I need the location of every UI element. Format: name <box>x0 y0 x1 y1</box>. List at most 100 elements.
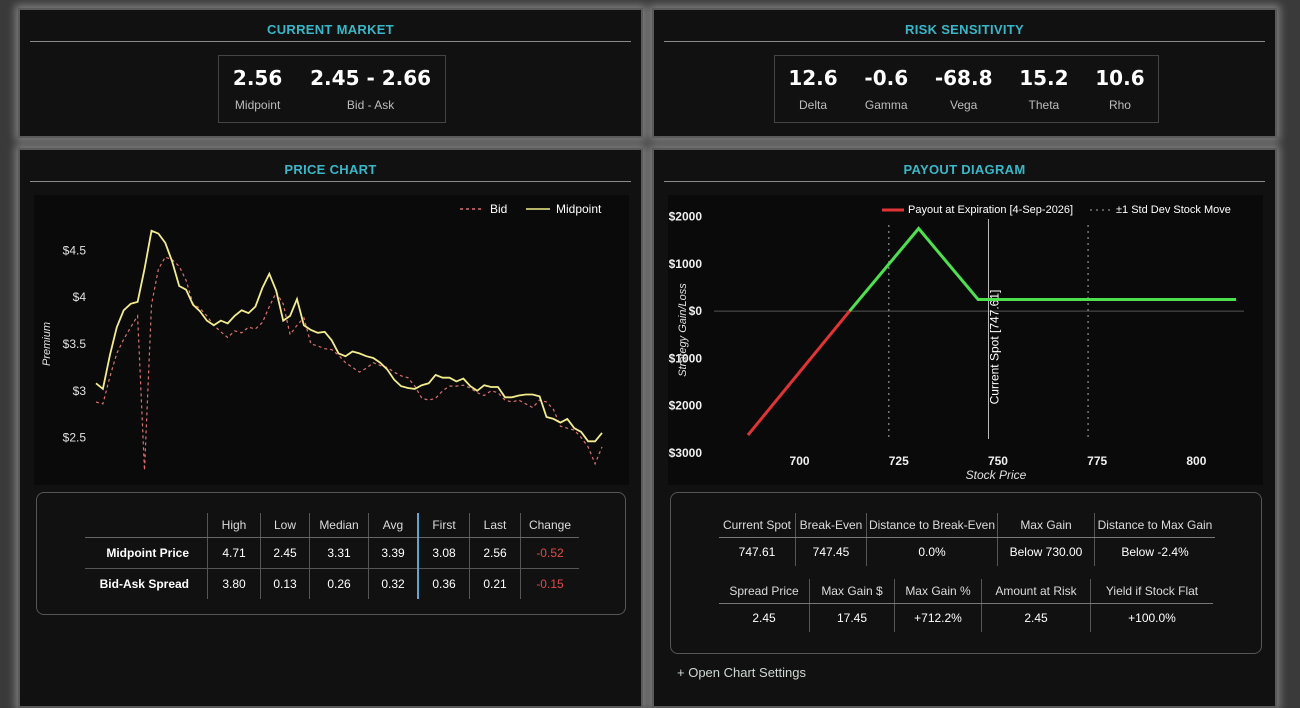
payout-table-1: Current Spot Break-Even Distance to Brea… <box>719 513 1215 566</box>
y-tick-label: $3.5 <box>63 337 87 351</box>
open-chart-settings-link[interactable]: + Open Chart Settings <box>677 665 806 680</box>
stats-corner <box>85 513 208 538</box>
series-line-bid <box>95 256 603 471</box>
col-max-gain-dollar: Max Gain $ <box>809 579 895 604</box>
col-current-spot: Current Spot <box>719 513 796 538</box>
price-chart-panel: PRICE CHART $2.5 $3 $3.5 $4 $4.5 Premium Bid Mi… <box>18 148 643 708</box>
vega-label: Vega <box>949 98 978 112</box>
y-tick-label: -$2000 <box>668 399 702 413</box>
cell: Below 730.00 <box>997 537 1095 566</box>
y-tick-label: $0 <box>689 304 703 318</box>
cell: 2.45 <box>752 611 776 625</box>
x-tick-label: 725 <box>889 454 909 468</box>
col-distance-break-even: Distance to Break-Even <box>866 513 998 538</box>
x-tick-label: 775 <box>1087 454 1107 468</box>
current-market-stats: 2.56 Midpoint 2.45 - 2.66 Bid - Ask <box>218 55 446 123</box>
delta-stat: 12.6 Delta <box>788 66 837 112</box>
col-yield-flat: Yield if Stock Flat <box>1090 579 1213 604</box>
legend-label-std-dev: ±1 Std Dev Stock Move <box>1116 204 1231 216</box>
col-low: Low <box>260 513 310 538</box>
cell-change: -0.15 <box>520 568 579 599</box>
midpoint-label: Midpoint <box>234 98 281 112</box>
table-row: Midpoint Price 4.71 2.45 3.31 3.39 3.08 … <box>85 537 579 569</box>
col-max-gain-pct: Max Gain % <box>894 579 982 604</box>
table-row: Bid-Ask Spread 3.80 0.13 0.26 0.32 0.36 … <box>85 568 579 599</box>
gamma-label: Gamma <box>864 98 908 112</box>
col-last: Last <box>469 513 521 538</box>
theta-stat: 15.2 Theta <box>1019 66 1068 112</box>
current-market-title: CURRENT MARKET <box>30 22 631 42</box>
y-tick-label: $2.5 <box>63 431 87 445</box>
payout-table-2: Spread Price Max Gain $ Max Gain % Amoun… <box>719 579 1213 632</box>
cell: 17.45 <box>809 603 895 632</box>
y-tick-label: $1000 <box>669 257 703 271</box>
legend-label: Bid <box>490 202 507 216</box>
gamma-stat: -0.6 Gamma <box>864 66 908 112</box>
price-stats-box: High Low Median Avg First Last Change Mi… <box>36 492 626 615</box>
payout-gain-line <box>848 226 1237 313</box>
bid-ask-stat: 2.45 - 2.66 Bid - Ask <box>310 66 431 112</box>
cell: 0.32 <box>368 568 418 599</box>
y-tick-label: $4 <box>73 290 87 304</box>
cell: 4.71 <box>207 537 261 569</box>
row-label-spread: Bid-Ask Spread <box>99 577 189 591</box>
col-break-even: Break-Even <box>795 513 867 538</box>
current-spot-label: Current Spot [747.61] <box>987 290 1001 405</box>
cell: 747.45 <box>795 537 867 566</box>
payout-stats-box: Current Spot Break-Even Distance to Brea… <box>670 492 1262 654</box>
cell: 747.61 <box>738 545 776 559</box>
cell-change: -0.52 <box>520 537 579 569</box>
rho-stat: 10.6 Rho <box>1095 66 1144 112</box>
col-distance-max-gain: Distance to Max Gain <box>1094 513 1215 538</box>
y-tick-label: -$1000 <box>668 351 702 365</box>
y-tick-label: $2000 <box>669 209 703 223</box>
midpoint-stat: 2.56 Midpoint <box>233 66 282 112</box>
col-high: High <box>207 513 261 538</box>
midpoint-value: 2.56 <box>232 66 283 90</box>
delta-value: 12.6 <box>788 66 838 90</box>
cell: 3.31 <box>309 537 369 569</box>
y-tick-label: $3 <box>73 384 87 398</box>
payout-chart-svg[interactable]: -$3000 -$2000 -$1000 $0 $1000 $2000 700 725 750 7… <box>665 195 1263 485</box>
cell: 0.26 <box>309 568 369 599</box>
cell: +100.0% <box>1090 603 1213 632</box>
delta-label: Delta <box>799 98 828 112</box>
y-axis-label: Strategy Gain/Loss <box>677 283 689 377</box>
price-chart-svg[interactable]: $2.5 $3 $3.5 $4 $4.5 Premium Bid Midpoint <box>34 195 629 485</box>
cell: 2.45 <box>260 537 310 569</box>
legend-label: Midpoint <box>556 202 602 216</box>
col-amount-at-risk: Amount at Risk <box>981 579 1091 604</box>
cell: 0.0% <box>866 537 998 566</box>
x-tick-label: 750 <box>988 454 1008 468</box>
cell: 0.21 <box>469 568 521 599</box>
cell: 0.13 <box>260 568 310 599</box>
cell: +712.2% <box>894 603 982 632</box>
cell: 3.80 <box>207 568 261 599</box>
y-tick-label: -$3000 <box>668 446 702 460</box>
payout-loss-line <box>746 310 851 436</box>
theta-label: Theta <box>1028 98 1060 112</box>
theta-value: 15.2 <box>1019 66 1069 90</box>
cell: 3.39 <box>368 537 418 569</box>
payout-chart-area[interactable]: -$3000 -$2000 -$1000 $0 $1000 $2000 700 725 750 7… <box>665 195 1263 485</box>
col-avg: Avg <box>368 513 418 538</box>
col-max-gain: Max Gain <box>997 513 1095 538</box>
y-tick-label: $4.5 <box>63 243 87 257</box>
payout-diagram-panel: PAYOUT DIAGRAM -$3000 -$2000 -$1000 $0 $1000… <box>652 148 1277 708</box>
vega-stat: -68.8 Vega <box>935 66 993 112</box>
price-chart-area[interactable]: $2.5 $3 $3.5 $4 $4.5 Premium Bid Midpoint <box>34 195 629 485</box>
cell: 2.45 <box>981 603 1091 632</box>
bid-ask-value: 2.45 - 2.66 <box>310 66 432 90</box>
gamma-value: -0.6 <box>864 66 909 90</box>
rho-value: 10.6 <box>1095 66 1145 90</box>
y-axis-label: Premium <box>41 322 53 366</box>
col-first: First <box>417 513 470 538</box>
x-axis-label: Stock Price <box>966 468 1027 482</box>
cell: Below -2.4% <box>1094 537 1215 566</box>
price-stats-table: High Low Median Avg First Last Change Mi… <box>85 513 579 599</box>
col-spread-price: Spread Price <box>719 579 810 604</box>
x-tick-label: 800 <box>1186 454 1206 468</box>
cell: 3.08 <box>417 537 470 569</box>
x-tick-label: 700 <box>790 454 810 468</box>
legend-label-payout: Payout at Expiration [4-Sep-2026] <box>908 204 1073 216</box>
